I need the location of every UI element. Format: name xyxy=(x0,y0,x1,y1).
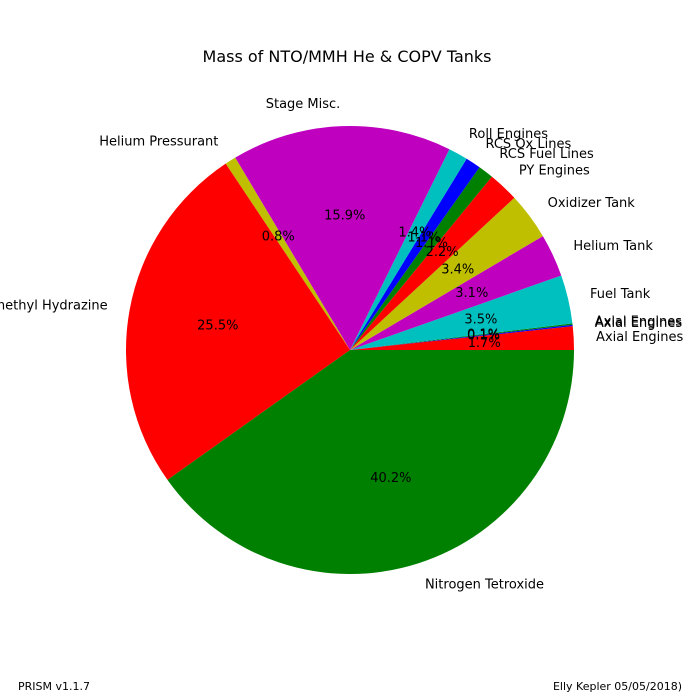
slice-label: Helium Tank xyxy=(573,239,653,254)
slice-percent-label: 0.1% xyxy=(467,327,500,342)
slice-percent-label: 1.4% xyxy=(398,225,431,240)
chart-title: Mass of NTO/MMH He & COPV Tanks xyxy=(203,47,492,66)
slice-label: Monomethyl Hydrazine xyxy=(0,298,108,313)
pie-slice xyxy=(350,197,543,350)
slice-label: Stage Misc. xyxy=(266,97,341,112)
slice-percent-label: 0.8% xyxy=(262,229,295,244)
footer-version: PRISM v1.1.7 xyxy=(18,680,90,693)
pie-slice xyxy=(350,149,467,350)
slice-percent-label: 25.5% xyxy=(197,319,238,334)
slice-percent-labels: 1.7%0.1%0.1%3.5%3.1%3.4%2.2%1.1%1.1%1.4%… xyxy=(197,209,501,486)
slice-percent-label: 2.2% xyxy=(426,245,459,260)
slice-label: PY Engines xyxy=(519,164,590,179)
slice-label: Oxidizer Tank xyxy=(548,196,636,211)
pie-slice xyxy=(350,176,515,350)
slice-label: Roll Engines xyxy=(469,127,548,142)
pie-slice xyxy=(126,163,350,480)
pie-slice xyxy=(167,350,574,574)
pie-slice xyxy=(350,323,573,350)
slice-label: Axial Engines xyxy=(595,316,682,331)
slice-percent-label: 3.1% xyxy=(455,286,488,301)
pie-slice xyxy=(235,125,450,350)
pie-slice xyxy=(350,326,574,350)
slice-label: Nitrogen Tetroxide xyxy=(425,578,544,593)
slice-percent-label: 40.2% xyxy=(370,471,411,486)
pie-slice xyxy=(225,157,350,350)
slice-percent-label: 0.1% xyxy=(467,328,500,343)
slice-label: Axial Engines xyxy=(596,330,683,345)
slice-label: Axial Engines xyxy=(595,314,682,329)
slice-label: Fuel Tank xyxy=(590,287,651,302)
pie-slice xyxy=(350,275,573,350)
pie-slice xyxy=(350,236,562,350)
pie-slice xyxy=(350,158,480,350)
slice-label: RCS Ox Lines xyxy=(485,137,571,152)
slice-percent-label: 15.9% xyxy=(324,209,365,224)
pie-slices xyxy=(126,125,574,574)
slice-percent-label: 3.5% xyxy=(464,312,497,327)
slice-label: Helium Pressurant xyxy=(99,135,218,150)
slice-percent-label: 1.7% xyxy=(468,336,501,351)
slice-percent-label: 1.1% xyxy=(407,231,440,246)
pie-slice xyxy=(350,167,492,350)
slice-percent-label: 1.1% xyxy=(415,236,448,251)
slice-label: RCS Fuel Lines xyxy=(499,147,594,162)
footer-author: Elly Kepler 05/05/2018) xyxy=(553,680,682,693)
slice-percent-label: 3.4% xyxy=(441,263,474,278)
pie-slice xyxy=(350,324,573,350)
